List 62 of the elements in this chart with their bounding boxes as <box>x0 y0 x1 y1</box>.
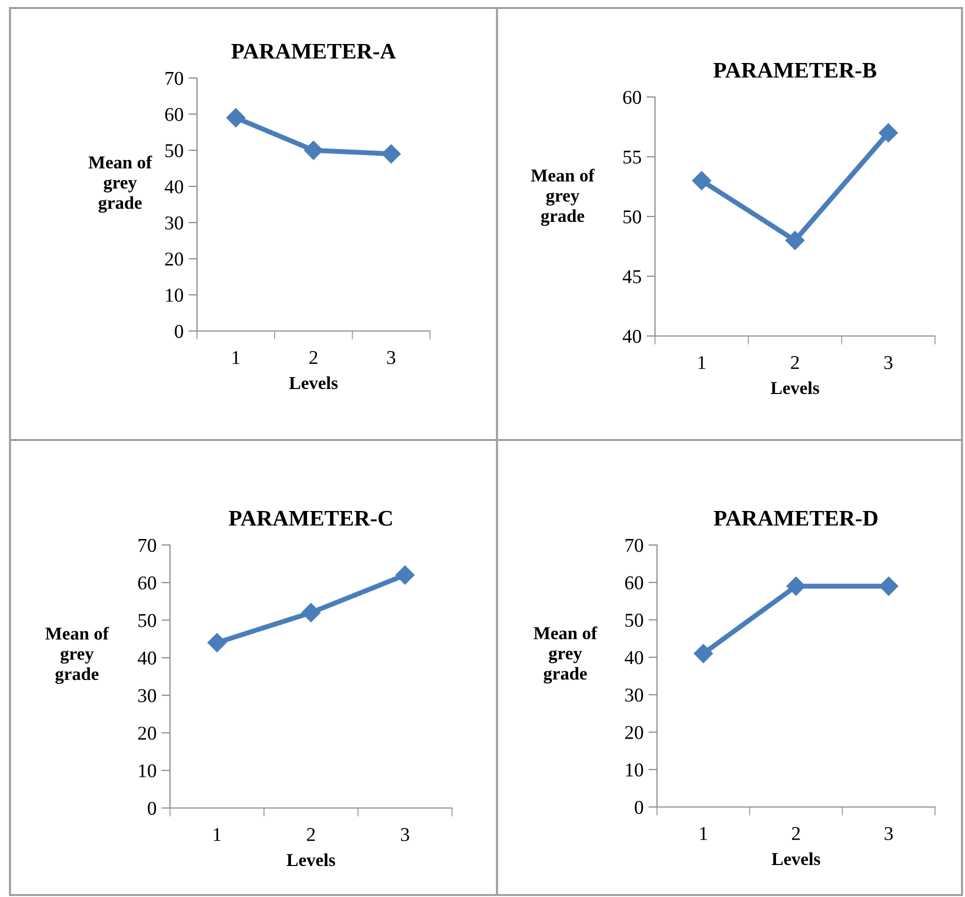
x-tick-label: 1 <box>700 827 708 840</box>
chart-title: PARAMETER-B <box>713 62 876 78</box>
y-tick-label: 30 <box>625 688 644 702</box>
x-tick-label: 1 <box>232 351 240 364</box>
y-tick-label: 0 <box>148 802 156 815</box>
y-axis-title: Mean of grey grade <box>88 156 152 213</box>
point <box>785 230 805 250</box>
x-tick-label: 2 <box>309 351 318 364</box>
x-tick-label: 1 <box>214 828 221 841</box>
chart-title: PARAMETER-C <box>228 510 392 526</box>
x-axis-title: Levels <box>286 853 336 866</box>
x-tick-label: 3 <box>884 827 893 840</box>
x-tick-label: 3 <box>401 828 410 842</box>
y-tick-label: 50 <box>625 614 644 627</box>
point <box>395 566 415 585</box>
point <box>301 603 321 622</box>
y-tick-label: 50 <box>138 614 156 628</box>
point <box>878 123 898 142</box>
x-axis-title: Levels <box>772 852 820 866</box>
y-tick-label: 20 <box>625 726 644 740</box>
x-tick-label: 2 <box>790 356 799 369</box>
y-tick-label: 10 <box>626 763 644 777</box>
y-tick-label: 55 <box>623 150 642 164</box>
y-tick-label: 20 <box>165 252 184 266</box>
y-tick-label: 60 <box>623 90 642 104</box>
y-tick-label: 70 <box>626 538 644 552</box>
y-tick-label: 50 <box>623 210 642 224</box>
chart-title: PARAMETER-A <box>231 44 396 59</box>
point <box>382 144 401 164</box>
y-tick-label: 40 <box>624 651 644 664</box>
y-tick-label: 10 <box>139 764 156 778</box>
y-tick-label: 0 <box>174 324 184 338</box>
y-tick-label: 20 <box>138 726 156 740</box>
point <box>226 108 246 128</box>
y-axis-title: Mean of grey grade <box>531 168 595 226</box>
point <box>692 171 712 190</box>
y-tick-label: 50 <box>165 144 184 158</box>
y-tick-label: 40 <box>138 652 156 665</box>
y-tick-label: 60 <box>138 576 156 590</box>
x-tick-label: 2 <box>792 827 800 840</box>
x-tick-label: 3 <box>387 351 396 364</box>
y-axis-title: Mean of grey grade <box>534 626 598 684</box>
y-tick-label: 70 <box>138 538 156 552</box>
y-tick-label: 0 <box>634 800 644 814</box>
y-tick-label: 40 <box>622 330 642 343</box>
y-tick-label: 10 <box>166 288 184 302</box>
x-axis-title: Levels <box>770 381 820 394</box>
y-tick-label: 60 <box>625 576 644 590</box>
y-tick-label: 60 <box>165 108 184 122</box>
x-tick-label: 3 <box>884 356 892 370</box>
x-tick-label: 2 <box>306 828 315 841</box>
x-axis-title: Levels <box>289 376 338 390</box>
x-tick-label: 1 <box>698 356 706 369</box>
y-tick-label: 40 <box>164 180 184 194</box>
y-tick-label: 45 <box>622 270 642 284</box>
y-tick-label: 30 <box>165 216 184 230</box>
y-axis-title: Mean of grey grade <box>45 626 109 684</box>
point <box>304 140 324 160</box>
point <box>207 633 227 652</box>
y-tick-label: 30 <box>138 689 156 702</box>
chart-title: PARAMETER-D <box>714 510 878 526</box>
y-tick-label: 70 <box>166 72 184 85</box>
